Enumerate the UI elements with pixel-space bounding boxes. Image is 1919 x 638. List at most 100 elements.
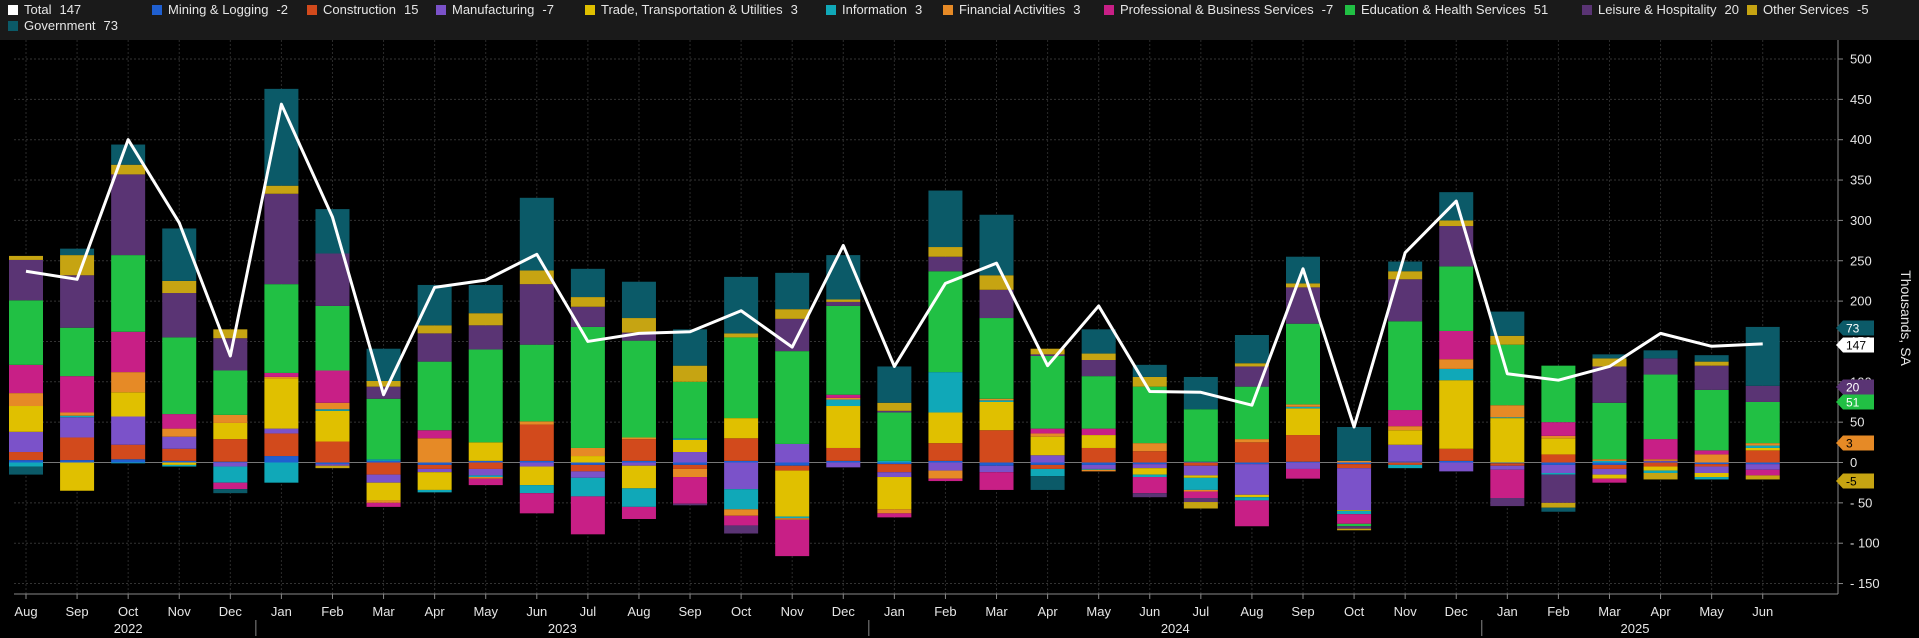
x-tick-label: Sep xyxy=(66,604,89,619)
end-label-text: 147 xyxy=(1846,339,1866,353)
bar-segment xyxy=(213,439,248,462)
bar-segment xyxy=(1694,477,1729,480)
bar-segment xyxy=(1694,450,1729,455)
x-year-label: 2022 xyxy=(114,621,143,636)
bar-segment xyxy=(213,482,248,490)
end-label-tag xyxy=(1836,337,1874,353)
bar-segment xyxy=(1592,402,1627,460)
bar-segment xyxy=(264,433,299,457)
bar-segment xyxy=(1439,330,1474,360)
bar-segment xyxy=(162,460,197,463)
bar-segment xyxy=(468,478,503,486)
bar-segment xyxy=(570,326,605,448)
bar-segment xyxy=(1030,348,1065,355)
bar-segment xyxy=(775,519,810,557)
bar-segment xyxy=(1745,447,1780,451)
bar-segment xyxy=(1030,354,1065,356)
bar-segment xyxy=(928,190,963,248)
bar-segment xyxy=(1592,468,1627,475)
bar-segment xyxy=(1388,426,1423,431)
bar-segment xyxy=(60,462,95,491)
bar-segment xyxy=(1183,498,1218,503)
bar-segment xyxy=(213,414,248,423)
bar-segment xyxy=(1132,462,1167,465)
bar-segment xyxy=(1286,283,1320,288)
bar-segment xyxy=(673,503,708,506)
bar-segment xyxy=(60,376,95,413)
bar-segment xyxy=(1643,459,1678,461)
bar-segment xyxy=(519,462,554,467)
bar-segment xyxy=(60,275,95,328)
bar-segment xyxy=(519,421,554,425)
bar-segment xyxy=(1592,464,1627,469)
bar-segment xyxy=(1132,477,1167,494)
bar-segment xyxy=(1439,359,1474,369)
bar-segment xyxy=(1081,329,1116,354)
bar-segment xyxy=(928,372,963,413)
x-tick-label: Feb xyxy=(934,604,956,619)
bar-segment xyxy=(1337,460,1372,463)
bar-segment xyxy=(826,299,861,302)
bar-segment xyxy=(826,406,861,448)
legend-swatch xyxy=(826,5,836,15)
bar-segment xyxy=(1694,466,1729,473)
bar-segment xyxy=(1234,464,1269,495)
bar-segment xyxy=(111,164,146,175)
bar-segment xyxy=(1541,464,1576,473)
legend-label: Mining & Logging xyxy=(168,2,269,17)
bar-segment xyxy=(570,456,605,463)
x-tick-label: Apr xyxy=(425,604,446,619)
legend-value: 73 xyxy=(103,18,119,33)
bar-segment xyxy=(264,456,299,463)
bar-segment xyxy=(213,422,248,440)
bar-segment xyxy=(877,402,912,411)
legend-item: Government 73 xyxy=(8,18,118,33)
bar-segment xyxy=(1081,376,1116,429)
bar-segment xyxy=(1081,435,1116,448)
x-tick-label: Oct xyxy=(118,604,139,619)
legend-item: Construction 15 xyxy=(307,2,418,17)
legend-value: 15 xyxy=(403,2,419,17)
bar-segment xyxy=(570,447,605,457)
x-tick-label: Oct xyxy=(731,604,752,619)
bar-segment xyxy=(928,462,963,471)
bar-segment xyxy=(1592,460,1627,463)
bar-segment xyxy=(826,462,861,468)
x-tick-label: Sep xyxy=(678,604,701,619)
x-tick-label: Feb xyxy=(321,604,343,619)
bar-segment xyxy=(621,439,656,461)
total-line xyxy=(25,102,1763,429)
y-axis: - 150- 100- 5005010015020025030035040045… xyxy=(1837,40,1880,594)
bar-segment xyxy=(724,337,759,419)
bar-segment xyxy=(1183,475,1218,478)
bar-segment xyxy=(1183,491,1218,499)
bar-segment xyxy=(1490,465,1525,470)
bar-segment xyxy=(928,247,963,257)
bar-segment xyxy=(570,464,605,472)
bar-segment xyxy=(366,500,401,503)
bar-segment xyxy=(1694,464,1729,467)
bar-segment xyxy=(1388,271,1423,280)
bar-segment xyxy=(1745,385,1780,402)
bar-segment xyxy=(1745,464,1780,470)
bar-segment xyxy=(264,462,299,483)
bar-segment xyxy=(570,477,605,497)
bar-segment xyxy=(1030,355,1065,429)
bar-segment xyxy=(1541,438,1576,455)
bar-segment xyxy=(111,255,146,332)
bar-segment xyxy=(826,460,861,463)
legend-swatch xyxy=(585,5,595,15)
bar-segment xyxy=(877,366,912,403)
bar-segment xyxy=(724,509,759,516)
bar-segment xyxy=(468,475,503,478)
bar-segment xyxy=(9,406,43,432)
bar-segment xyxy=(826,301,861,306)
bar-segment xyxy=(111,372,146,393)
bar-segment xyxy=(1592,354,1627,359)
bar-segment xyxy=(366,502,401,507)
bar-segment xyxy=(1745,445,1780,448)
bar-segment xyxy=(673,365,708,382)
legend-label: Professional & Business Services xyxy=(1120,2,1314,17)
legend-swatch xyxy=(1582,5,1592,15)
